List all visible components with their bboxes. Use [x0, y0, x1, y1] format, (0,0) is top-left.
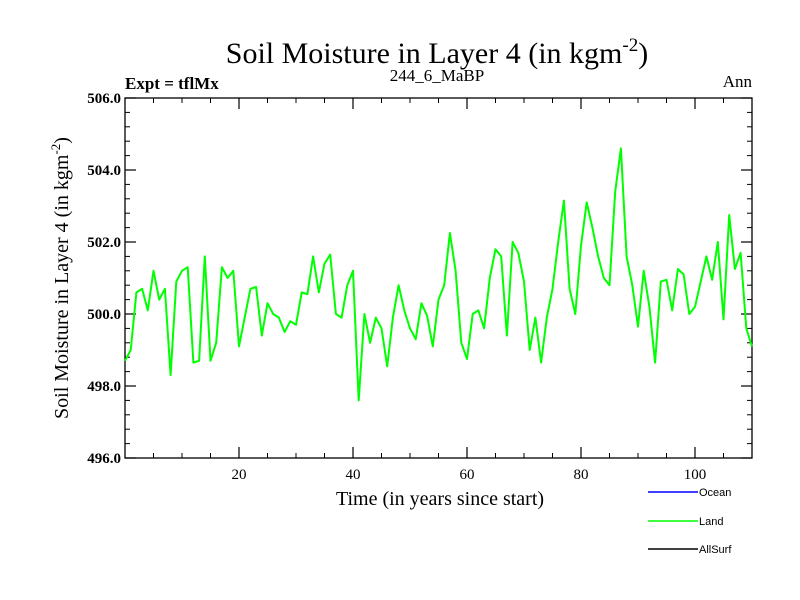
season-label: Ann: [723, 72, 753, 91]
y-axis-label: Soil Moisture in Layer 4 (in kgm-2): [48, 137, 73, 419]
x-tick-label: 40: [346, 467, 361, 483]
y-tick-label: 498.0: [87, 379, 121, 395]
x-axis-label: Time (in years since start): [336, 488, 544, 510]
y-tick-label: 506.0: [87, 91, 121, 107]
series-line-land: [124, 147, 753, 402]
y-tick-label: 502.0: [87, 235, 121, 251]
x-tick-label: 20: [232, 467, 247, 483]
y-tick-label: 504.0: [87, 163, 121, 179]
legend-label-ocean: Ocean: [699, 487, 731, 499]
chart-title: Soil Moisture in Layer 4 (in kgm-2): [226, 35, 648, 70]
experiment-label: Expt = tflMx: [125, 74, 219, 93]
legend-label-land: Land: [699, 516, 723, 528]
plot-frame: [124, 97, 753, 459]
x-tick-label: 100: [684, 467, 707, 483]
y-tick-label: 500.0: [87, 307, 121, 323]
x-tick-label: 80: [574, 467, 589, 483]
x-tick-label: 60: [460, 467, 475, 483]
run-id-label: 244_6_MaBP: [390, 66, 484, 85]
legend-label-allsurf: AllSurf: [699, 544, 732, 556]
y-tick-label: 496.0: [87, 451, 121, 467]
